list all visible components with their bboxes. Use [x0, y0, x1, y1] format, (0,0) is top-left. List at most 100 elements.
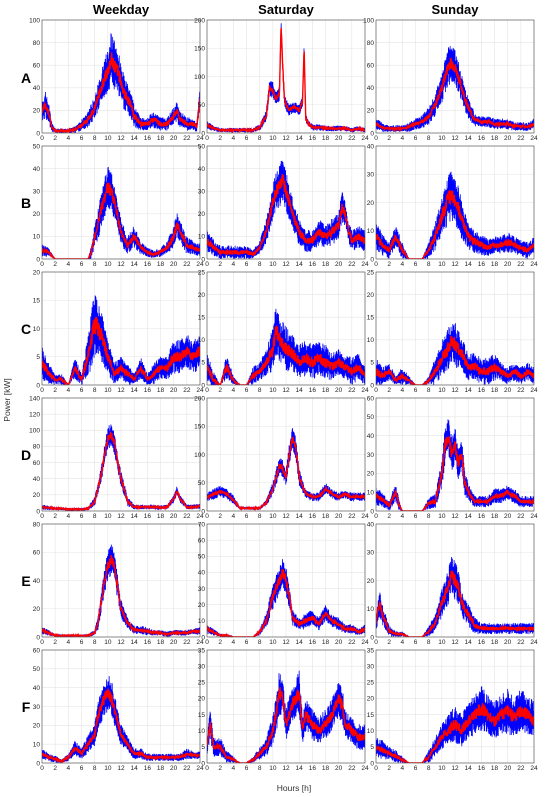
x-tick-label: 20	[335, 387, 343, 394]
y-tick-label: 50	[198, 480, 206, 487]
y-tick-label: 0	[36, 760, 40, 767]
row-label-d: D	[21, 447, 31, 463]
x-tick-label: 24	[530, 639, 538, 646]
x-tick-label: 2	[218, 261, 222, 268]
x-tick-label: 14	[465, 261, 473, 268]
x-tick-label: 10	[438, 135, 446, 142]
column-title-sunday: Sunday	[432, 2, 480, 17]
x-tick-label: 22	[183, 765, 191, 772]
y-tick-label: 100	[29, 17, 40, 24]
x-tick-label: 22	[183, 261, 191, 268]
series-band-line	[376, 46, 534, 132]
y-tick-label: 0	[370, 634, 374, 641]
y-tick-label: 0	[201, 382, 205, 389]
y-tick-label: 100	[194, 74, 205, 81]
x-tick-label: 8	[258, 639, 262, 646]
y-tick-label: 10	[33, 326, 41, 333]
x-tick-label: 20	[504, 513, 512, 520]
plot-frame	[375, 145, 535, 260]
row-label-f: F	[22, 699, 31, 715]
x-tick-label: 2	[387, 765, 391, 772]
x-tick-label: 18	[322, 387, 330, 394]
y-tick-label: 15	[367, 712, 375, 719]
series-band-line	[376, 557, 534, 637]
x-tick-label: 14	[296, 387, 304, 394]
y-tick-label: 120	[29, 411, 40, 418]
series-mean-line	[207, 27, 365, 133]
x-tick-label: 16	[144, 135, 152, 142]
y-tick-label: 25	[198, 269, 206, 276]
y-tick-label: 25	[367, 680, 375, 687]
y-tick-label: 0	[370, 760, 374, 767]
x-tick-label: 18	[322, 135, 330, 142]
x-tick-label: 14	[296, 135, 304, 142]
y-tick-label: 0	[201, 634, 205, 641]
column-title-saturday: Saturday	[258, 2, 314, 17]
plot-frame	[206, 649, 366, 764]
x-tick-label: 16	[478, 135, 486, 142]
x-tick-label: 14	[296, 513, 304, 520]
x-tick-label: 4	[401, 765, 405, 772]
x-tick-label: 20	[335, 135, 343, 142]
y-tick-label: 0	[36, 382, 40, 389]
y-tick-label: 50	[367, 414, 375, 421]
x-tick-label: 16	[144, 639, 152, 646]
y-tick-label: 0	[36, 508, 40, 515]
x-tick-label: 8	[427, 135, 431, 142]
y-tick-label: 25	[367, 269, 375, 276]
x-tick-label: 14	[296, 765, 304, 772]
x-tick-label: 16	[144, 261, 152, 268]
x-tick-label: 16	[478, 639, 486, 646]
x-tick-label: 22	[183, 387, 191, 394]
x-tick-label: 8	[258, 387, 262, 394]
y-tick-label: 30	[33, 704, 41, 711]
x-tick-label: 2	[53, 765, 57, 772]
y-tick-label: 60	[367, 63, 375, 70]
x-tick-label: 8	[93, 639, 97, 646]
x-tick-label: 20	[170, 513, 178, 520]
series-band-line	[42, 424, 200, 511]
x-tick-label: 10	[269, 513, 277, 520]
row-label-a: A	[21, 70, 31, 86]
x-tick-label: 16	[144, 513, 152, 520]
y-tick-label: 60	[33, 63, 41, 70]
x-tick-label: 24	[196, 765, 204, 772]
y-tick-label: 0	[370, 508, 374, 515]
x-tick-label: 24	[361, 135, 369, 142]
x-tick-label: 8	[258, 135, 262, 142]
x-tick-label: 14	[131, 513, 139, 520]
y-tick-label: 0	[36, 634, 40, 641]
y-tick-label: 50	[198, 102, 206, 109]
x-tick-label: 14	[131, 765, 139, 772]
y-tick-label: 35	[367, 647, 375, 654]
x-tick-label: 22	[183, 513, 191, 520]
x-tick-label: 8	[258, 765, 262, 772]
y-tick-label: 50	[33, 143, 41, 150]
x-tick-label: 22	[517, 639, 525, 646]
series-mean-line	[376, 57, 534, 133]
plot-frame	[41, 397, 201, 512]
x-tick-label: 16	[309, 513, 317, 520]
x-tick-label: 20	[335, 513, 343, 520]
x-tick-label: 22	[517, 261, 525, 268]
x-tick-label: 20	[504, 639, 512, 646]
x-tick-label: 0	[374, 387, 378, 394]
y-tick-label: 15	[198, 315, 206, 322]
x-tick-label: 18	[157, 135, 165, 142]
x-tick-label: 4	[67, 135, 71, 142]
x-tick-label: 12	[282, 765, 290, 772]
x-tick-label: 18	[491, 765, 499, 772]
plot-frame	[375, 523, 535, 638]
x-tick-label: 2	[53, 387, 57, 394]
y-tick-label: 20	[198, 602, 206, 609]
row-label-e: E	[21, 573, 30, 589]
plot-frame	[375, 19, 535, 134]
